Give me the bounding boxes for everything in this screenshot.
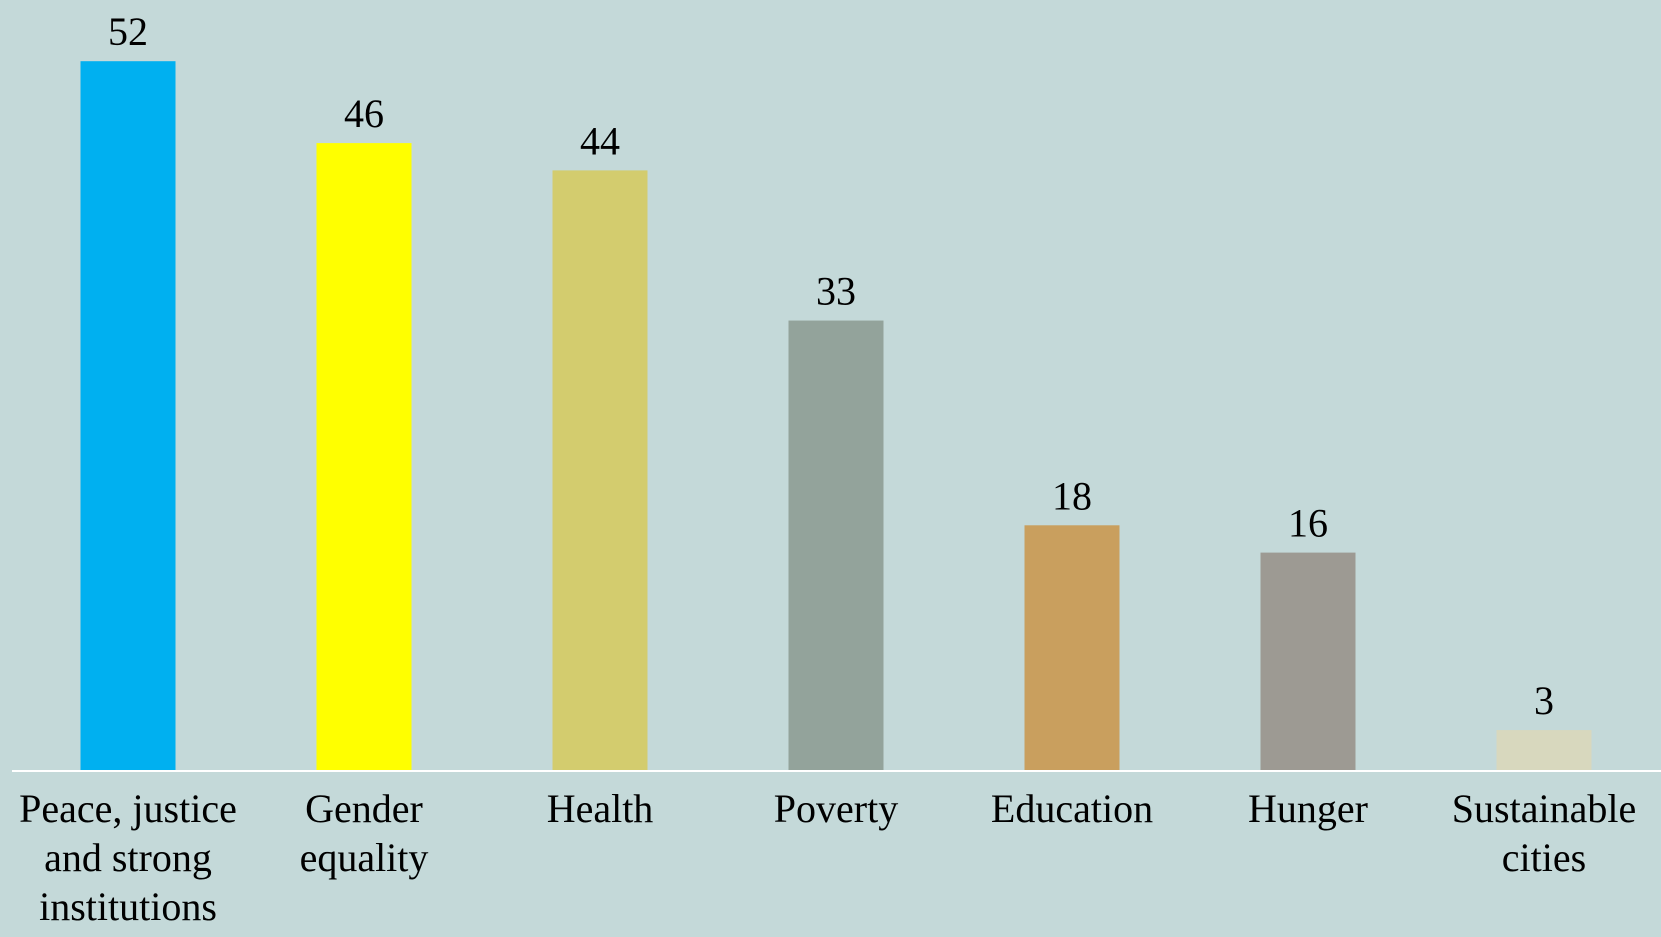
category-label-line: Gender [305,786,423,831]
value-label-peace-justice-and-strong-institutions: 52 [108,9,148,54]
category-label-poverty: Poverty [774,786,898,831]
bar-education [1024,525,1120,771]
bar-gender-equality [316,143,412,772]
category-label-gender-equality: Gender equality [300,786,429,880]
bar-sustainable-cities [1496,730,1592,771]
category-label-line: Sustainable [1452,786,1636,831]
category-label-peace-justice-and-strong-institutions: Peace, justice and strong institutions [19,786,237,929]
value-label-health: 44 [580,118,620,163]
bar-poverty [788,320,884,771]
value-label-sustainable-cities: 3 [1534,678,1554,723]
bar-peace-justice-and-strong-institutions [80,61,176,771]
category-label-line: institutions [39,884,217,929]
bar-hunger [1260,552,1356,771]
bar-health [552,170,648,771]
category-label-sustainable-cities: Sustainable cities [1452,786,1636,880]
category-label-line: equality [300,835,429,880]
category-label-line: Peace, justice [19,786,237,831]
category-label-line: Poverty [774,786,898,831]
category-labels-group: Peace, justice and strong institutions Gend… [19,786,1636,929]
value-labels-group: 52 46 44 33 18 16 3 [108,9,1554,723]
category-label-line: Health [547,786,654,831]
category-label-line: and strong [44,835,212,880]
category-label-line: Education [991,786,1153,831]
category-label-education: Education [991,786,1153,831]
category-label-line: cities [1502,835,1586,880]
value-label-gender-equality: 46 [344,91,384,136]
value-label-poverty: 33 [816,269,856,314]
category-label-hunger: Hunger [1248,786,1368,831]
category-label-health: Health [547,786,654,831]
value-label-hunger: 16 [1288,501,1328,546]
value-label-education: 18 [1052,473,1092,518]
bars-group [80,61,1592,772]
category-label-line: Hunger [1248,786,1368,831]
